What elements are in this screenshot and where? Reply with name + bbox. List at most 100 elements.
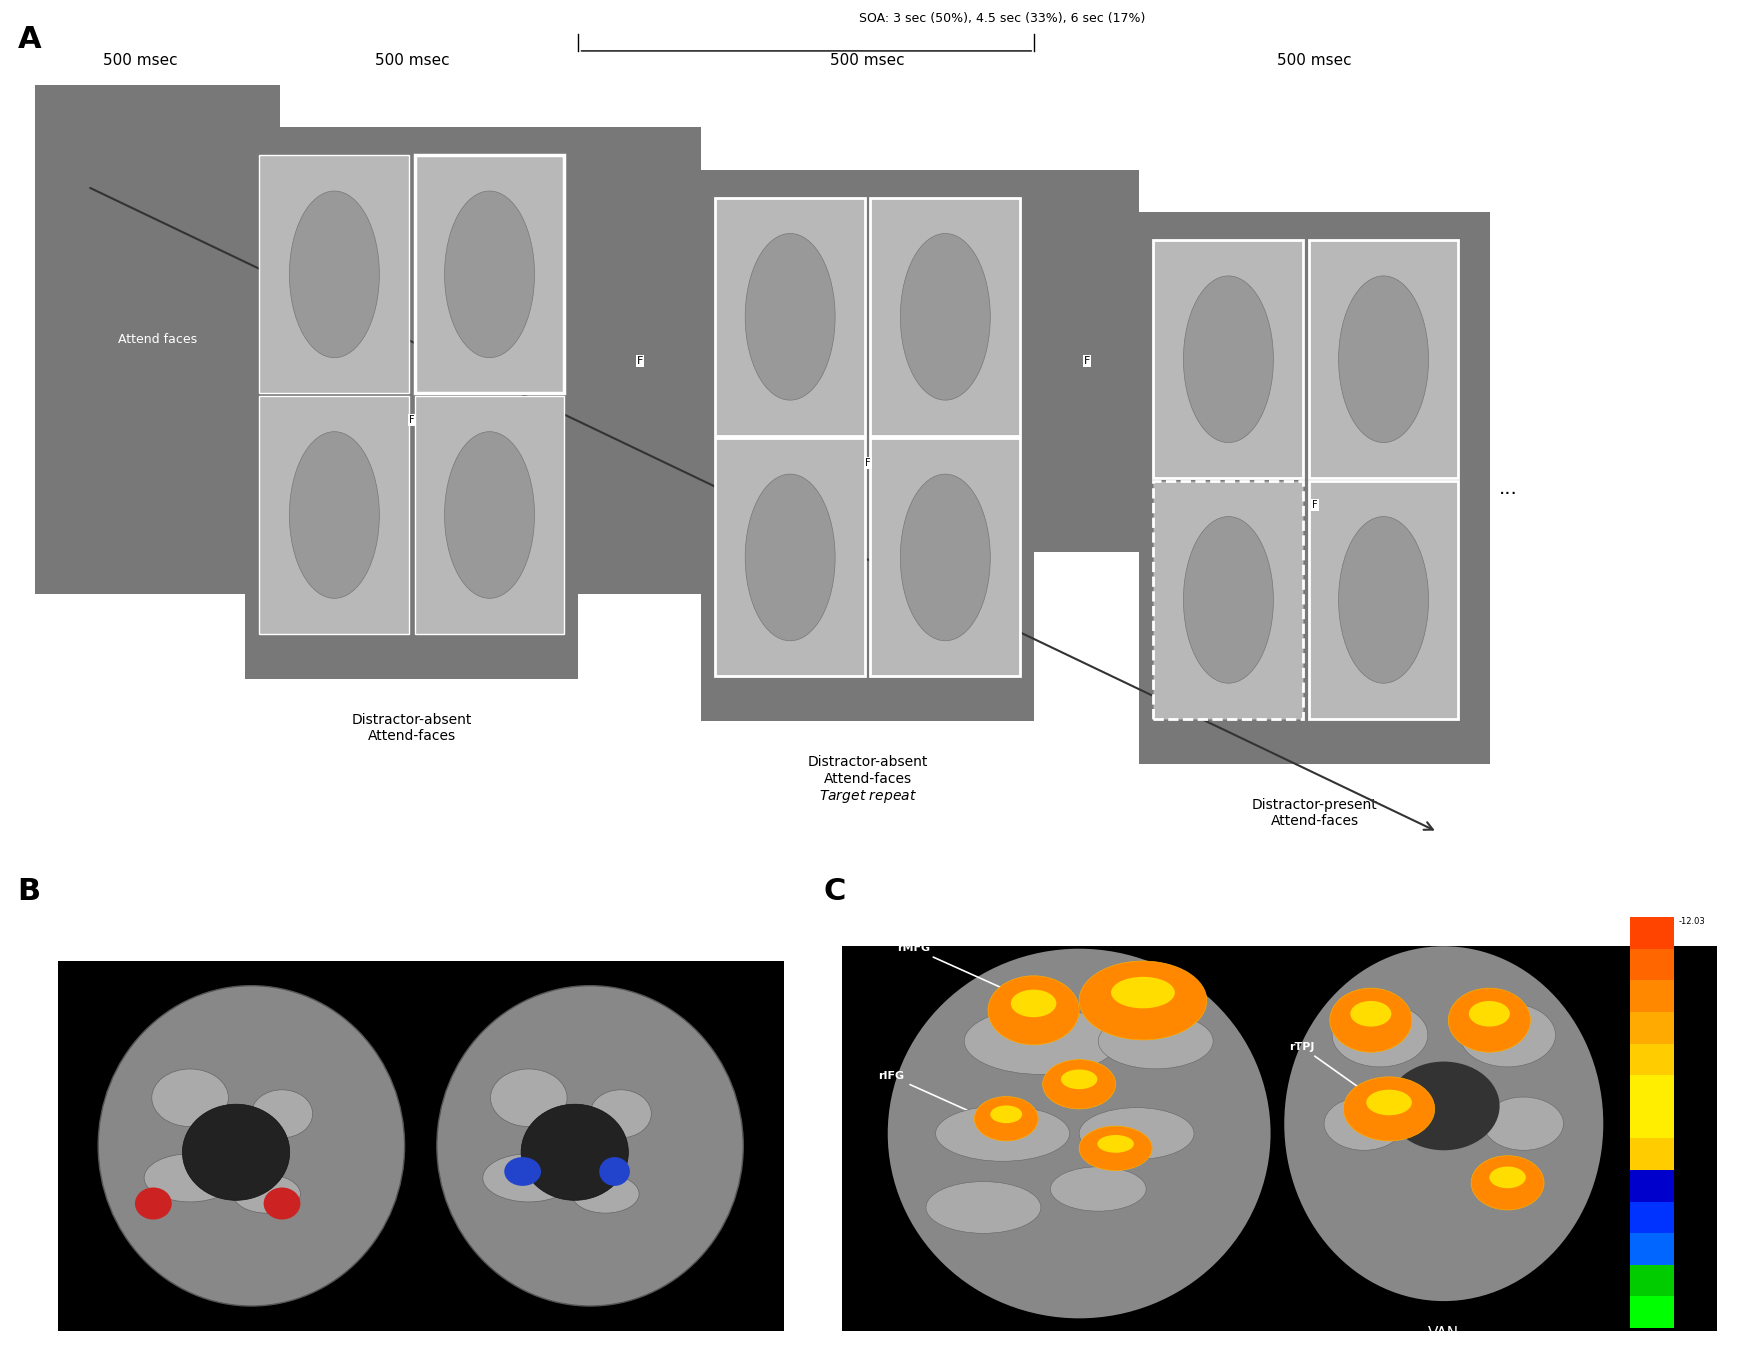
Bar bbox=[415, 396, 564, 634]
Ellipse shape bbox=[233, 1175, 300, 1213]
Ellipse shape bbox=[926, 1181, 1041, 1233]
Ellipse shape bbox=[1061, 1069, 1097, 1090]
Ellipse shape bbox=[144, 1154, 237, 1202]
Text: SOA: 3 sec (50%), 4.5 sec (33%), 6 sec (17%): SOA: 3 sec (50%), 4.5 sec (33%), 6 sec (… bbox=[859, 12, 1145, 26]
Text: -12.03: -12.03 bbox=[1679, 917, 1706, 927]
Bar bbox=[578, 127, 701, 594]
Bar bbox=[1630, 1233, 1674, 1265]
Bar bbox=[1630, 980, 1674, 1012]
Bar bbox=[1308, 481, 1458, 719]
Ellipse shape bbox=[1050, 1166, 1146, 1212]
Ellipse shape bbox=[936, 1106, 1069, 1161]
Ellipse shape bbox=[505, 1157, 542, 1186]
Ellipse shape bbox=[1339, 277, 1429, 442]
Bar bbox=[871, 197, 1020, 435]
Ellipse shape bbox=[1080, 961, 1206, 1040]
Ellipse shape bbox=[571, 1175, 640, 1213]
Bar bbox=[1630, 1139, 1674, 1170]
Text: -7.03: -7.03 bbox=[1679, 1069, 1700, 1077]
Ellipse shape bbox=[989, 976, 1080, 1045]
Ellipse shape bbox=[482, 1154, 575, 1202]
Bar bbox=[1630, 949, 1674, 980]
Text: F: F bbox=[636, 356, 643, 366]
Ellipse shape bbox=[745, 474, 834, 641]
Text: PPA: PPA bbox=[577, 1331, 605, 1346]
Ellipse shape bbox=[1011, 990, 1057, 1017]
Bar bbox=[1630, 1043, 1674, 1075]
Ellipse shape bbox=[289, 431, 379, 598]
Ellipse shape bbox=[1183, 516, 1273, 683]
Bar bbox=[35, 85, 280, 594]
Ellipse shape bbox=[289, 192, 379, 357]
Ellipse shape bbox=[491, 1069, 566, 1127]
Text: rIFG: rIFG bbox=[878, 1072, 992, 1123]
Ellipse shape bbox=[153, 1069, 228, 1127]
Text: 500 msec: 500 msec bbox=[375, 53, 449, 68]
Text: ...: ... bbox=[1499, 479, 1518, 497]
Bar bbox=[259, 396, 410, 634]
Ellipse shape bbox=[1324, 1097, 1404, 1150]
Bar bbox=[701, 170, 1034, 721]
Ellipse shape bbox=[964, 1008, 1117, 1075]
Ellipse shape bbox=[1350, 1001, 1392, 1027]
Ellipse shape bbox=[1332, 1003, 1427, 1066]
Bar bbox=[715, 197, 866, 435]
Ellipse shape bbox=[182, 1105, 289, 1201]
Ellipse shape bbox=[445, 192, 535, 357]
Ellipse shape bbox=[1331, 988, 1411, 1053]
Ellipse shape bbox=[600, 1157, 629, 1186]
Bar bbox=[415, 155, 564, 393]
Text: VAN: VAN bbox=[1429, 1325, 1458, 1340]
Text: Distractor-present
Attend-faces: Distractor-present Attend-faces bbox=[1252, 798, 1378, 828]
Bar bbox=[1630, 1296, 1674, 1328]
Ellipse shape bbox=[745, 234, 834, 400]
Bar bbox=[1139, 212, 1490, 764]
Bar bbox=[245, 127, 578, 679]
Ellipse shape bbox=[901, 474, 990, 641]
Text: 500 msec: 500 msec bbox=[103, 53, 177, 68]
Bar bbox=[1630, 1106, 1674, 1139]
Text: 7.03: 7.03 bbox=[1679, 1318, 1697, 1328]
Text: C: C bbox=[824, 878, 847, 906]
Ellipse shape bbox=[1469, 1001, 1509, 1027]
Bar bbox=[871, 438, 1020, 676]
Ellipse shape bbox=[1343, 1077, 1434, 1140]
Ellipse shape bbox=[98, 986, 405, 1306]
Bar bbox=[1630, 1170, 1674, 1202]
Ellipse shape bbox=[1490, 1166, 1525, 1188]
Text: Distractor-absent
Attend-faces: Distractor-absent Attend-faces bbox=[352, 713, 472, 743]
Ellipse shape bbox=[251, 1090, 312, 1138]
Bar bbox=[1153, 481, 1304, 719]
Text: 500 msec: 500 msec bbox=[831, 53, 905, 68]
Text: rMFG: rMFG bbox=[898, 943, 1048, 1009]
Ellipse shape bbox=[975, 1097, 1038, 1140]
Ellipse shape bbox=[521, 1105, 628, 1201]
Ellipse shape bbox=[436, 986, 743, 1306]
Ellipse shape bbox=[1080, 1108, 1194, 1160]
Bar bbox=[1153, 240, 1304, 478]
Bar bbox=[715, 438, 866, 676]
Bar bbox=[841, 946, 1718, 1331]
Ellipse shape bbox=[445, 431, 535, 598]
Bar bbox=[1034, 170, 1139, 552]
Ellipse shape bbox=[135, 1187, 172, 1220]
Ellipse shape bbox=[887, 949, 1271, 1318]
Bar bbox=[1308, 240, 1458, 478]
Text: 12.03: 12.03 bbox=[1679, 1118, 1702, 1127]
Text: F: F bbox=[408, 415, 415, 426]
Bar bbox=[259, 155, 410, 393]
Ellipse shape bbox=[263, 1187, 300, 1220]
Ellipse shape bbox=[901, 234, 990, 400]
Text: F: F bbox=[1083, 356, 1090, 366]
Bar bbox=[1630, 917, 1674, 949]
Text: Distractor-absent
Attend-faces
$\it{Target\ repeat}$: Distractor-absent Attend-faces $\it{Targ… bbox=[808, 756, 927, 805]
Text: FFA: FFA bbox=[238, 1331, 265, 1346]
Ellipse shape bbox=[1366, 1090, 1411, 1116]
Ellipse shape bbox=[1099, 1013, 1213, 1069]
Bar bbox=[1630, 1075, 1674, 1106]
Ellipse shape bbox=[1285, 946, 1604, 1301]
Text: F: F bbox=[864, 457, 871, 468]
Ellipse shape bbox=[1043, 1060, 1115, 1109]
Ellipse shape bbox=[1460, 1003, 1555, 1066]
Text: B: B bbox=[18, 878, 40, 906]
